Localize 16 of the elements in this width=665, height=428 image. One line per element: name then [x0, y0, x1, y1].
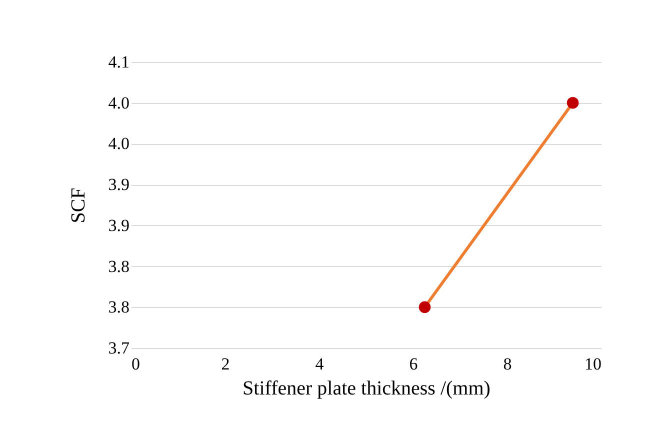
- y-tick-label: 3.8: [108, 256, 130, 276]
- x-tick-label: 0: [132, 354, 140, 374]
- x-tick-label: 6: [409, 354, 418, 374]
- y-tick-label: 3.8: [108, 298, 130, 317]
- y-tick-label: 3.9: [108, 216, 130, 235]
- y-tick-label: 3.9: [108, 175, 130, 194]
- x-tick-label: 4: [315, 354, 324, 374]
- x-tick-label: 8: [503, 354, 512, 374]
- x-axis-title: Stiffener plate thickness /(mm): [242, 378, 490, 400]
- y-tick-label: 3.7: [108, 338, 130, 358]
- x-tick-label: 2: [221, 354, 230, 374]
- x-tick-label: 10: [584, 354, 602, 374]
- y-axis-title: SCF: [67, 188, 90, 224]
- y-tick-label: 4.0: [108, 134, 130, 154]
- y-tick-label: 4.1: [108, 52, 130, 72]
- y-tick-label: 4.0: [108, 93, 130, 112]
